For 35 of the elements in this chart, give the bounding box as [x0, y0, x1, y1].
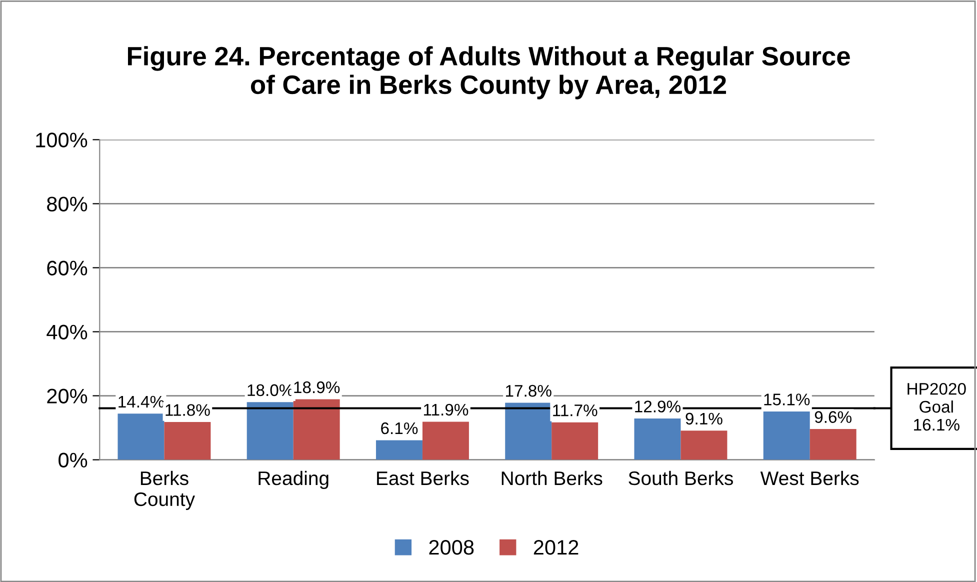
chart-title: Figure 24. Percentage of Adults Without a Regular Source of Care in Berks County by Area, 2012 [128, 46, 850, 100]
x-tick-label: West Berks [760, 470, 859, 486]
data-label: 9.6% [814, 411, 852, 423]
data-label: 11.7% [553, 404, 598, 416]
x-tick-label: East Berks [377, 470, 469, 486]
data-label: 18.9% [294, 381, 340, 394]
bar [505, 402, 552, 460]
legend-label: 2012 [534, 540, 578, 555]
x-tick-label: Berks County [134, 470, 195, 510]
y-tick-label: 100% [36, 132, 88, 148]
ref-line-label: HP2020 Goal 16.1% [908, 382, 966, 431]
data-label: 12.9% [635, 400, 681, 412]
bar [763, 411, 810, 460]
data-label: 11.9% [424, 404, 468, 416]
data-label: 11.8% [166, 404, 210, 416]
data-label: 17.8% [506, 384, 552, 397]
legend-label: 2008 [429, 540, 474, 555]
y-tick-label: 60% [47, 260, 88, 276]
y-tick-label: 80% [47, 196, 88, 212]
bar [422, 422, 469, 460]
data-label: 15.1% [764, 394, 810, 406]
data-label: 6.1% [381, 422, 418, 434]
y-tick-label: 0% [58, 452, 88, 468]
bar [634, 418, 681, 460]
y-tick-label: 40% [46, 324, 88, 340]
x-tick-label: North Berks [502, 470, 602, 486]
y-tick-label: 20% [47, 388, 88, 404]
x-tick-label: Reading [258, 470, 328, 490]
bar [118, 414, 164, 460]
data-label: 9.1% [686, 412, 722, 425]
x-tick-label: South Berks [628, 470, 733, 486]
bar [293, 399, 340, 460]
data-label: 14.4% [118, 396, 164, 408]
bar [810, 429, 856, 460]
data-label: 18.0% [248, 384, 294, 396]
